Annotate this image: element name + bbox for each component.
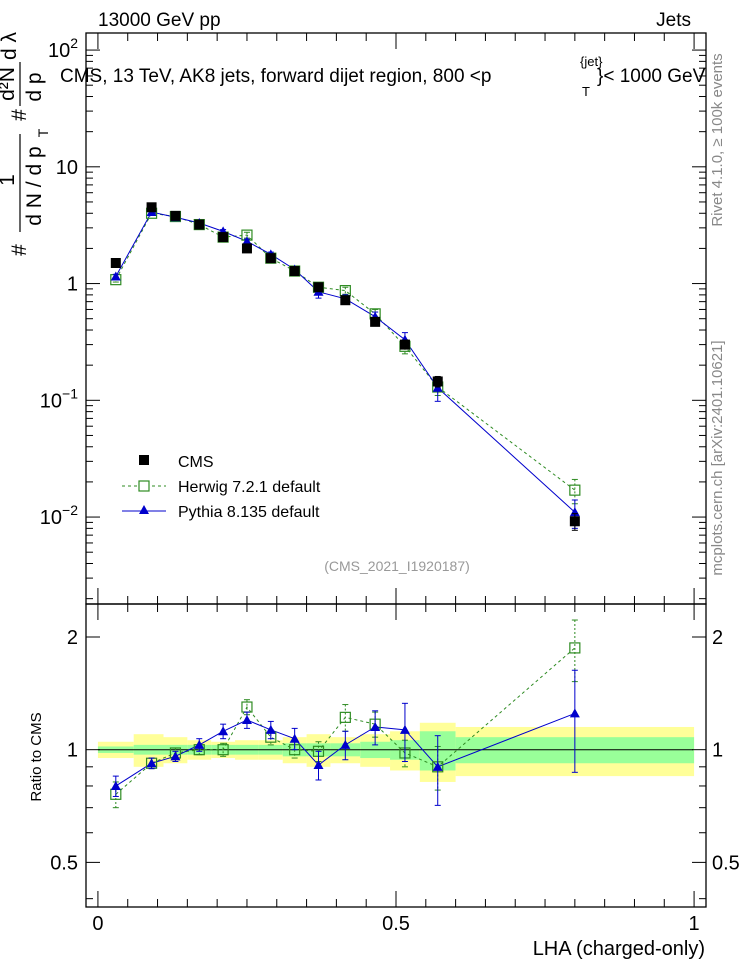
legend-herwig-marker xyxy=(138,480,150,492)
legend-cms-label: CMS xyxy=(178,454,214,471)
ratio-pythia-point xyxy=(340,739,351,749)
ylabel-lead: # xyxy=(8,244,31,256)
main-plot: 10−2 10−1 1 10 102 xyxy=(40,32,707,605)
main-title: CMS, 13 TeV, AK8 jets, forward dijet reg… xyxy=(60,54,706,99)
cms-point xyxy=(289,266,300,277)
main-title-text: CMS, 13 TeV, AK8 jets, forward dijet reg… xyxy=(60,66,491,87)
header-right-label: Jets xyxy=(656,10,691,31)
cms-point xyxy=(241,243,252,254)
ratio-herwig-point xyxy=(339,711,351,723)
ylabel-mid: # xyxy=(8,109,31,121)
ratio-ytick-label: 2 xyxy=(67,627,78,649)
cms-point xyxy=(370,316,381,327)
ratio-pythia-point xyxy=(170,751,181,761)
cms-point xyxy=(218,232,229,243)
ratio-ytick-label-right: 2 xyxy=(712,627,723,649)
ratio-pythia-point xyxy=(110,780,121,790)
cms-point xyxy=(340,295,351,306)
ratio-pythia-point xyxy=(265,724,276,734)
cms-point xyxy=(170,210,181,221)
ratio-herwig-point xyxy=(569,642,581,654)
ratio-pythia-point xyxy=(569,708,580,718)
ratio-ytick-label-right: 0.5 xyxy=(712,852,740,874)
ratio-pythia-point xyxy=(313,760,324,770)
ratio-pythia-point xyxy=(218,726,229,736)
cms-point xyxy=(110,257,121,268)
main-title-sup: {jet} xyxy=(580,54,603,69)
ylabel-frac1-num: 1 xyxy=(0,174,19,186)
analysis-tag: (CMS_2021_I1920187) xyxy=(324,558,470,574)
cms-point xyxy=(432,376,443,387)
ratio-plot: 0.5 0.5 1 1 2 2 0 0.5 1 xyxy=(50,603,740,935)
main-ytick-label: 102 xyxy=(48,35,78,62)
pythia-point xyxy=(241,236,252,246)
ratio-pythia-point xyxy=(241,715,252,725)
ratio-pythia-point xyxy=(194,739,205,749)
main-ytick-label: 10−2 xyxy=(40,502,78,529)
herwig-point xyxy=(569,484,581,496)
ratio-pythia-point xyxy=(146,758,157,768)
ratio-ylabel: Ratio to CMS xyxy=(28,712,45,801)
ratio-pythia-point xyxy=(432,761,443,771)
cms-point xyxy=(399,339,410,350)
ratio-ytick-label-right: 1 xyxy=(712,740,723,762)
legend-pythia-label: Pythia 8.135 default xyxy=(178,504,320,521)
header-left-label: 13000 GeV pp xyxy=(98,10,221,31)
ylabel-frac2-num: d²N xyxy=(0,67,19,101)
xtick-label: 0.5 xyxy=(382,913,410,935)
cms-point xyxy=(194,219,205,230)
ylabel-frac2-den: d p xyxy=(23,72,46,101)
legend-pythia-marker xyxy=(139,505,149,514)
ylabel-tail: d λ xyxy=(0,31,21,60)
rivet-version-label: Rivet 4.1.0, ≥ 100k events xyxy=(709,53,726,226)
legend-herwig-label: Herwig 7.2.1 default xyxy=(178,479,321,496)
herwig-line xyxy=(115,212,576,491)
ratio-ytick-label: 0.5 xyxy=(50,852,78,874)
ylabel-sub: T xyxy=(35,128,51,137)
cms-point xyxy=(146,202,157,213)
main-ytick-label: 10−1 xyxy=(40,385,78,412)
source-label: mcplots.cern.ch [arXiv:2401.10621] xyxy=(709,340,726,575)
main-title-sub: T xyxy=(582,84,590,99)
ratio-ytick-label: 1 xyxy=(67,740,78,762)
xtick-label: 0 xyxy=(92,913,103,935)
main-title-tail: }< 1000 GeV xyxy=(597,66,706,87)
main-ytick-label: 10 xyxy=(56,157,78,179)
ratio-herwig-point xyxy=(217,744,229,756)
main-ytick-label: 1 xyxy=(67,274,78,296)
main-ylabel: # 1 d N / d p T # d²N d p d λ xyxy=(0,31,51,255)
pythia-point xyxy=(110,271,121,281)
legend-cms-marker xyxy=(139,455,149,465)
x-axis-label: LHA (charged-only) xyxy=(533,938,705,960)
cms-point xyxy=(569,516,580,527)
legend: CMS Herwig 7.2.1 default Pythia 8.135 de… xyxy=(122,454,321,521)
ylabel-frac1-den: d N / d p xyxy=(23,146,46,225)
ratio-pythia-line xyxy=(115,712,576,787)
ratio-pythia-point xyxy=(289,733,300,743)
cms-point xyxy=(313,282,324,293)
xtick-label: 1 xyxy=(689,913,700,935)
ratio-pythia-point xyxy=(399,724,410,734)
ratio-pythia-point xyxy=(370,721,381,731)
cms-point xyxy=(265,253,276,264)
